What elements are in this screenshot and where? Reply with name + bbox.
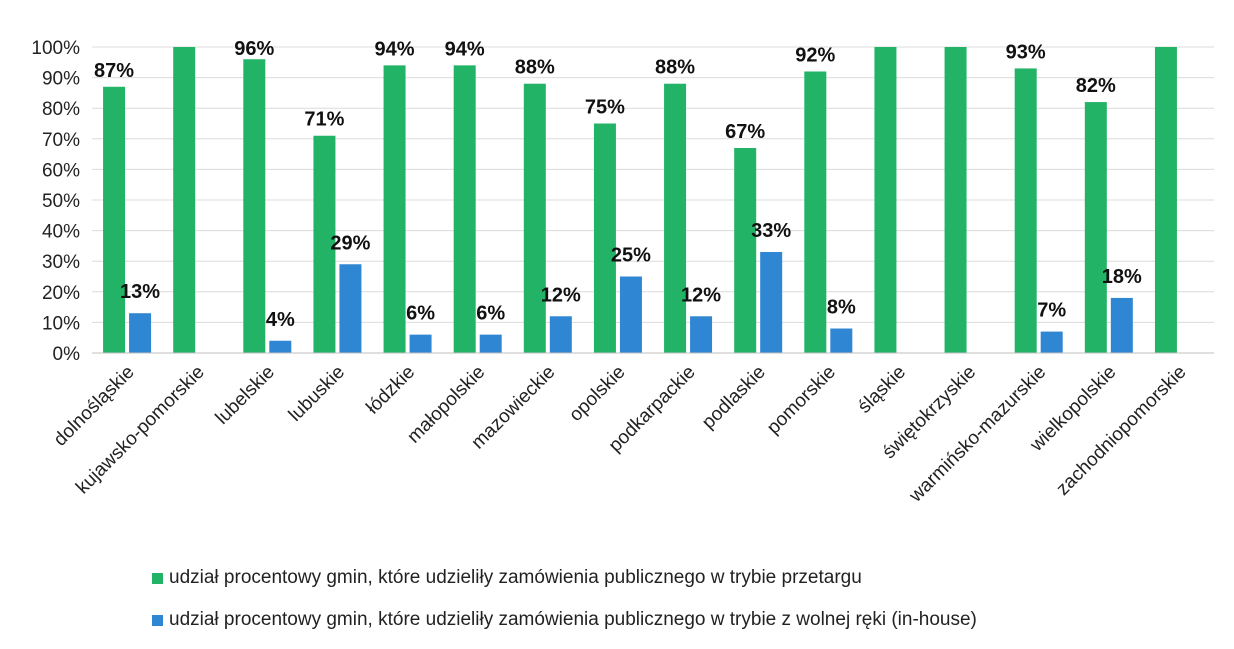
bar-przetarg	[1154, 47, 1177, 353]
bar-in-house	[830, 328, 853, 353]
bar-przetarg	[383, 65, 406, 354]
bar-in-house	[479, 334, 502, 353]
bar-przetarg	[1084, 102, 1107, 353]
y-tick-label: 100%	[31, 38, 80, 59]
data-label: 33%	[751, 220, 791, 242]
data-label: 8%	[827, 297, 856, 319]
y-tick-label: 0%	[53, 344, 81, 365]
bar-in-house	[339, 264, 362, 353]
data-label: 88%	[655, 57, 695, 79]
data-label: 96%	[234, 38, 274, 60]
data-label: 6%	[406, 303, 435, 325]
legend-label-przetarg: udział procentowy gmin, które udzieliły …	[169, 567, 862, 588]
x-tick-label: kujawsko-pomorskie	[72, 362, 209, 499]
bar-in-house	[619, 276, 642, 353]
data-label: 12%	[681, 284, 721, 306]
data-label: 92%	[795, 44, 835, 66]
data-label: 75%	[585, 97, 625, 119]
data-label: 94%	[375, 38, 415, 60]
y-axis: 0% 10% 20% 30% 40% 50% 60% 70% 80% 90% 100%	[31, 38, 80, 365]
bar-przetarg	[804, 71, 827, 353]
legend-swatch-blue	[152, 614, 163, 626]
bars	[103, 47, 1177, 354]
bar-in-house	[690, 316, 713, 353]
bar-przetarg	[1014, 68, 1037, 354]
data-labels: 87% 13% 96% 4% 71% 29% 94% 6% 94% 6% 88% 12% 75% 25% 8…	[94, 38, 1142, 331]
bar-in-house	[1040, 331, 1063, 353]
bar-przetarg	[734, 147, 757, 353]
data-label: 12%	[541, 284, 581, 306]
y-tick-label: 30%	[42, 252, 80, 273]
bar-in-house	[269, 340, 292, 353]
y-tick-label: 10%	[42, 313, 80, 334]
bar-przetarg	[523, 83, 546, 353]
bar-przetarg	[664, 83, 687, 353]
x-tick-label: lubelskie	[212, 362, 279, 429]
bar-przetarg	[173, 47, 196, 353]
bar-in-house	[129, 313, 152, 353]
x-tick-label: zachodniopomorskie	[1052, 362, 1190, 500]
x-tick-label: łódzkie	[362, 362, 419, 419]
bar-in-house	[1110, 297, 1133, 353]
data-label: 87%	[94, 60, 134, 82]
x-tick-label: opolskie	[565, 362, 629, 426]
x-tick-label: śląskie	[854, 362, 910, 418]
data-label: 29%	[330, 232, 370, 254]
data-label: 94%	[445, 38, 485, 60]
legend-item-in-house: udział procentowy gmin, które udzieliły …	[152, 609, 977, 631]
bar-przetarg	[313, 135, 336, 353]
data-label: 88%	[515, 57, 555, 79]
legend-swatch-green	[152, 572, 163, 584]
bar-przetarg	[874, 47, 897, 353]
data-label: 25%	[611, 245, 651, 267]
data-label: 67%	[725, 121, 765, 143]
bar-in-house	[549, 316, 572, 353]
y-tick-label: 40%	[42, 222, 80, 243]
legend-item-przetarg: udział procentowy gmin, które udzieliły …	[152, 567, 862, 589]
data-label: 13%	[120, 281, 160, 303]
x-tick-label: podlaskie	[698, 362, 770, 434]
bar-przetarg	[593, 123, 616, 353]
y-tick-label: 80%	[42, 99, 80, 120]
y-tick-label: 50%	[42, 191, 80, 212]
y-tick-label: 60%	[42, 160, 80, 181]
data-label: 82%	[1076, 75, 1116, 97]
data-label: 6%	[476, 303, 505, 325]
data-label: 71%	[304, 109, 344, 131]
bar-przetarg	[243, 59, 266, 354]
x-tick-label: lubuskie	[285, 362, 349, 426]
y-tick-label: 90%	[42, 69, 80, 90]
bar-przetarg	[944, 47, 967, 353]
data-label: 18%	[1102, 266, 1142, 288]
bar-in-house	[409, 334, 432, 353]
y-tick-label: 70%	[42, 130, 80, 151]
data-label: 93%	[1006, 41, 1046, 63]
data-label: 7%	[1037, 300, 1066, 322]
data-label: 4%	[266, 309, 295, 331]
bar-przetarg	[453, 65, 476, 354]
legend-label-in-house: udział procentowy gmin, które udzieliły …	[169, 609, 977, 630]
y-tick-label: 20%	[42, 283, 80, 304]
bar-chart: 0% 10% 20% 30% 40% 50% 60% 70% 80% 90% 100% 87% 13%…	[31, 38, 1214, 507]
bar-in-house	[760, 252, 783, 353]
x-tick-label: warmińsko-mazurskie	[905, 362, 1050, 507]
bar-przetarg	[103, 86, 126, 353]
x-tick-label: pomorskie	[763, 362, 840, 439]
